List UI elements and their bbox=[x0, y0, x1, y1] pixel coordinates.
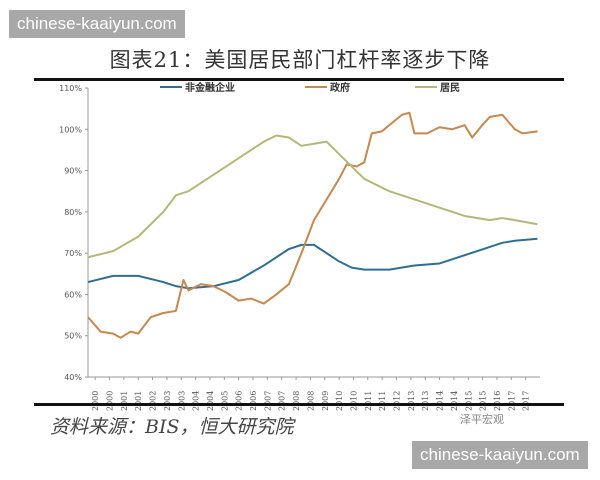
series-line-2 bbox=[87, 134, 538, 259]
x-tick-label: 2003 bbox=[177, 391, 186, 411]
series-line-1 bbox=[87, 111, 538, 339]
x-tick-label: 2007 bbox=[278, 391, 287, 411]
x-tick-label: 2010 bbox=[335, 391, 344, 411]
x-tick-label: 2007 bbox=[263, 391, 272, 411]
y-tick-label: 90% bbox=[64, 167, 82, 176]
x-tick-label: 2012 bbox=[393, 391, 402, 411]
x-tick-label: 2010 bbox=[349, 391, 358, 411]
y-tick-label: 70% bbox=[64, 249, 82, 258]
y-tick-label: 100% bbox=[59, 125, 82, 134]
title-rule bbox=[34, 78, 564, 81]
x-tick-label: 2004 bbox=[206, 391, 215, 411]
y-tick-label: 60% bbox=[64, 290, 82, 299]
brand-label: 泽平宏观 bbox=[460, 413, 504, 426]
source-rule bbox=[34, 403, 564, 406]
x-tick-label: 2011 bbox=[378, 391, 387, 411]
x-tick-label: 2017 bbox=[507, 391, 516, 411]
source-note: 资料来源：BIS，恒大研究院 bbox=[50, 416, 294, 438]
legend-label: 居民 bbox=[440, 82, 460, 94]
y-tick-label: 40% bbox=[64, 373, 82, 382]
y-tick-label: 80% bbox=[64, 208, 82, 217]
x-tick-label: 2015 bbox=[464, 391, 473, 411]
x-tick-label: 2011 bbox=[364, 391, 373, 411]
legend-label: 政府 bbox=[330, 81, 350, 94]
legend-label: 非金融企业 bbox=[185, 81, 235, 94]
watermark-top: chinese-kaaiyun.com bbox=[9, 10, 185, 38]
x-tick-label: 2001 bbox=[120, 391, 129, 411]
x-tick-label: 2006 bbox=[235, 391, 244, 411]
series-line-0 bbox=[87, 237, 538, 290]
x-tick-label: 2014 bbox=[436, 391, 445, 411]
x-tick-label: 2008 bbox=[292, 391, 301, 411]
x-tick-label: 2013 bbox=[421, 391, 430, 411]
x-tick-label: 2002 bbox=[149, 391, 158, 411]
x-tick-label: 2015 bbox=[479, 391, 488, 411]
x-tick-label: 2014 bbox=[450, 391, 459, 411]
y-tick-label: 50% bbox=[64, 332, 82, 341]
x-tick-label: 2000 bbox=[106, 391, 115, 411]
x-tick-label: 2009 bbox=[321, 391, 330, 411]
x-tick-label: 2013 bbox=[407, 391, 416, 411]
x-tick-label: 2005 bbox=[220, 391, 229, 411]
x-tick-label: 2004 bbox=[192, 391, 201, 411]
y-tick-label: 110% bbox=[59, 84, 82, 93]
x-tick-label: 2001 bbox=[134, 391, 143, 411]
x-tick-label: 2000 bbox=[91, 391, 100, 411]
x-tick-label: 2003 bbox=[163, 391, 172, 411]
x-tick-label: 2008 bbox=[306, 391, 315, 411]
chart-title: 图表21：美国居民部门杠杆率逐步下降 bbox=[109, 48, 491, 72]
x-tick-label: 2017 bbox=[522, 391, 531, 411]
x-tick-label: 2006 bbox=[249, 391, 258, 411]
watermark-bottom: chinese-kaaiyun.com bbox=[412, 441, 588, 469]
x-tick-label: 2016 bbox=[493, 391, 502, 411]
